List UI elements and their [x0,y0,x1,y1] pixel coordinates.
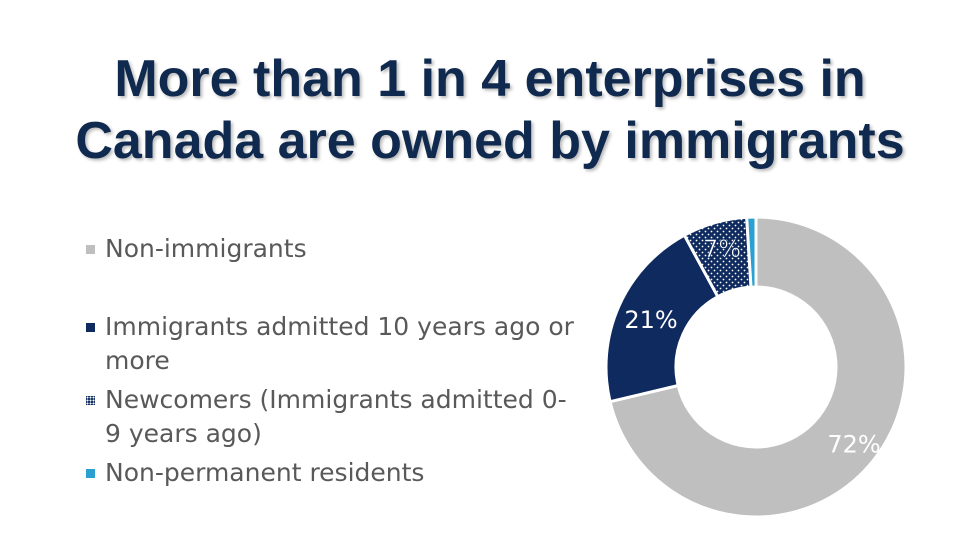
chart-title: More than 1 in 4 enterprises in Canada a… [0,48,980,172]
legend-swatch-non-immigrants [86,245,95,254]
donut-slice-non-immigrants [608,215,908,519]
legend-label-immigrants-10-plus: Immigrants admitted 10 years ago or more [105,312,574,375]
legend-entry-non-immigrants: Non-immigrants [86,232,575,266]
chart-title-line-2: Canada are owned by immigrants [75,112,905,170]
legend-swatch-non-permanent-residents [86,469,95,478]
legend-entry-newcomers: Newcomers (Immigrants admitted 0-9 years… [86,383,575,451]
donut-slice-labels: 72% 21% 7% 1% [624,206,880,459]
donut-slice-non-permanent-residents [745,215,758,289]
donut-slices [604,215,908,519]
legend-swatch-newcomers [86,396,95,405]
donut-label-non-permanent-residents: 1% [738,206,776,211]
legend-entry-non-permanent-residents: Non-permanent residents [86,456,575,490]
donut-label-immigrants-10-plus: 21% [624,306,677,334]
legend-label-non-permanent-residents: Non-permanent residents [105,458,425,487]
donut-label-newcomers: 7% [703,235,741,263]
legend-entry-immigrants-10-plus: Immigrants admitted 10 years ago or more [86,310,575,378]
legend-label-newcomers: Newcomers (Immigrants admitted 0-9 years… [105,385,567,448]
donut-label-non-immigrants: 72% [827,431,880,459]
chart-title-line-1: More than 1 in 4 enterprises in [114,50,866,108]
donut-slice-immigrants-10-plus [604,233,720,404]
legend-swatch-immigrants-10-plus [86,323,95,332]
donut-chart: 72% 21% 7% 1% [604,206,908,519]
legend-label-non-immigrants: Non-immigrants [105,234,307,263]
